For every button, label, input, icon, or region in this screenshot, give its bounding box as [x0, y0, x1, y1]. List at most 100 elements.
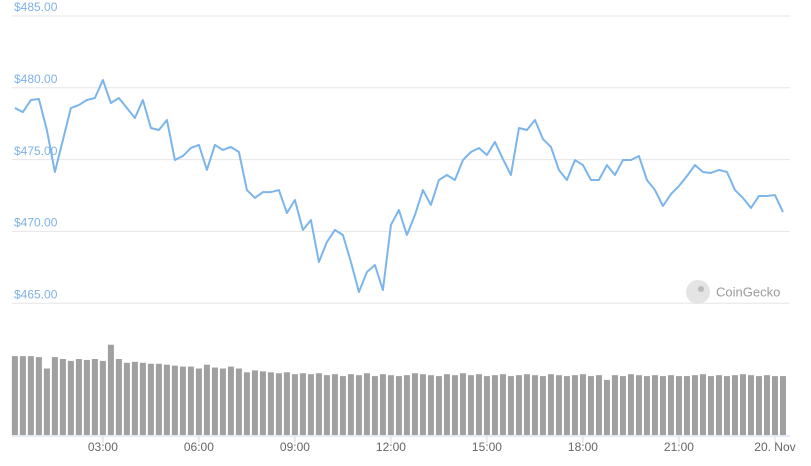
volume-bar [371, 376, 378, 435]
volume-bar [155, 363, 162, 435]
price-line [14, 79, 784, 294]
volume-bar [139, 362, 146, 435]
volume-bar [699, 374, 706, 435]
volume-bar [747, 375, 754, 435]
volume-bar [611, 375, 618, 435]
watermark-text: CoinGecko [716, 284, 780, 299]
volume-bar [691, 375, 698, 435]
volume-bar [619, 376, 626, 435]
volume-bar [515, 375, 522, 435]
volume-bar [499, 374, 506, 435]
volume-bar [531, 375, 538, 435]
volume-bar [11, 356, 18, 435]
volume-bar [35, 357, 42, 435]
volume-bar [307, 374, 314, 435]
volume-bar [419, 374, 426, 435]
volume-bar [635, 375, 642, 435]
volume-bar [195, 368, 202, 435]
volume-bar [523, 374, 530, 435]
volume-bar [659, 376, 666, 435]
volume-bar [339, 376, 346, 435]
volume-bar [547, 374, 554, 435]
volume-bar [323, 375, 330, 435]
volume-bar [779, 376, 786, 435]
volume-bar [763, 375, 770, 435]
x-tick-label: 21:00 [664, 440, 694, 454]
volume-bar [627, 374, 634, 435]
volume-bar [771, 376, 778, 435]
volume-bar [147, 363, 154, 435]
volume-bar [227, 366, 234, 435]
volume-bar [43, 368, 50, 435]
volume-bar [99, 360, 106, 435]
volume-bar [59, 359, 66, 435]
volume-bar [507, 376, 514, 435]
volume-bar [251, 370, 258, 435]
volume-bar [411, 373, 418, 435]
volume-bar [187, 366, 194, 435]
volume-bar [171, 365, 178, 435]
volume-bar [475, 374, 482, 435]
volume-bar [443, 374, 450, 435]
volume-bar [451, 375, 458, 435]
volume-bar [211, 367, 218, 435]
volume-bar [563, 376, 570, 435]
volume-bar [403, 375, 410, 435]
watermark-logo-eye [698, 286, 704, 292]
x-tick-label: 15:00 [472, 440, 502, 454]
volume-bar [483, 376, 490, 435]
volume-bar [539, 376, 546, 435]
volume-bar [603, 379, 610, 435]
x-tick-label: 03:00 [88, 440, 118, 454]
volume-bar [459, 373, 466, 435]
volume-bar [435, 376, 442, 435]
volume-bar [275, 373, 282, 435]
y-tick-label: $485.00 [14, 0, 58, 14]
volume-bar [315, 373, 322, 435]
volume-bar [27, 356, 34, 435]
volume-bar [587, 376, 594, 435]
volume-bar [675, 376, 682, 435]
volume-bar [83, 359, 90, 435]
volume-bar [555, 375, 562, 435]
x-tick-label: 09:00 [280, 440, 310, 454]
volume-bar [131, 361, 138, 435]
watermark-logo [686, 280, 710, 304]
volume-bar [707, 376, 714, 435]
volume-bar [363, 373, 370, 435]
volume-bar [579, 374, 586, 435]
volume-bar [51, 357, 58, 435]
volume-bar [387, 375, 394, 435]
volume-bar [283, 372, 290, 435]
volume-bar [19, 356, 26, 435]
volume-bar [331, 374, 338, 435]
volume-bar [667, 375, 674, 435]
volume-bar [379, 374, 386, 435]
volume-bar [723, 376, 730, 435]
volume-bar [643, 376, 650, 435]
volume-bar [299, 373, 306, 435]
volume-bar [179, 366, 186, 435]
volume-bar [755, 376, 762, 435]
volume-bar [395, 376, 402, 435]
volume-bar [91, 359, 98, 435]
volume-bar [75, 359, 82, 435]
volume-bar [123, 362, 130, 435]
volume-bar [235, 368, 242, 435]
y-tick-label: $475.00 [14, 144, 58, 158]
volume-bar [347, 374, 354, 435]
x-tick-label: 20. Nov [754, 440, 795, 454]
volume-bar [259, 371, 266, 435]
volume-bar [467, 375, 474, 435]
y-tick-label: $470.00 [14, 216, 58, 230]
y-tick-label: $465.00 [14, 287, 58, 301]
volume-bar [67, 360, 74, 435]
volume-bar [107, 344, 114, 435]
volume-bar [731, 375, 738, 435]
volume-bar [739, 374, 746, 435]
y-tick-label: $480.00 [14, 72, 58, 86]
x-tick-label: 12:00 [376, 440, 406, 454]
volume-bar [219, 368, 226, 435]
volume-bar [491, 375, 498, 435]
